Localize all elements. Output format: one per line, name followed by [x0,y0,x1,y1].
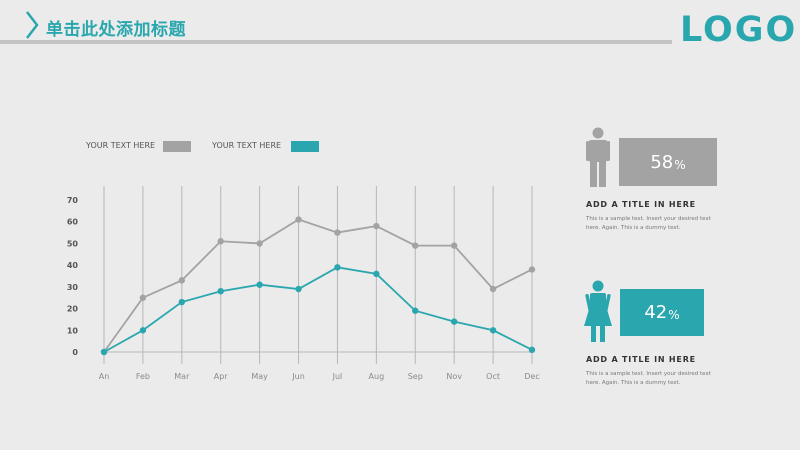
data-point-series-2 [100,348,108,356]
female-person-icon [584,280,612,342]
y-tick-label: 0 [72,348,78,357]
data-point-series-1 [178,277,186,284]
x-tick-label: May [251,372,268,381]
x-tick-label: Mar [174,372,190,381]
data-point-series-1 [412,242,419,249]
stat-desc-female[interactable]: This is a sample text. Insert your desir… [586,371,711,386]
legend-swatch-series-1 [163,141,191,152]
legend-label-series-1: YOUR TEXT HERE [86,141,156,150]
y-tick-label: 40 [67,261,79,270]
series-line-1 [103,218,533,353]
data-point-series-2 [139,327,147,334]
y-tick-label: 50 [67,239,79,248]
data-point-series-2 [295,285,302,293]
legend-label-series-2: YOUR TEXT HERE [212,141,282,150]
data-point-series-2 [412,307,419,314]
x-tick-label: An [99,372,110,381]
logo: LOGO [680,10,798,50]
data-point-series-2 [334,264,341,271]
x-tick-label: Jun [291,372,305,381]
y-tick-label: 60 [67,218,79,227]
x-tick-label: Dec [524,372,539,381]
data-point-series-2 [178,298,186,306]
percent-sign: % [674,157,686,172]
data-point-series-1 [373,222,380,230]
x-tick-label: Apr [214,372,229,381]
stat-title-female[interactable]: ADD A TITLE IN HERE [586,355,696,364]
data-point-series-1 [295,216,302,223]
data-point-series-1 [139,294,147,301]
stat-box-male: 58% [619,138,717,186]
data-point-series-2 [450,318,458,325]
stat-value-female: 42 [644,302,668,323]
percent-sign: % [668,308,680,322]
data-point-series-1 [334,229,341,236]
male-person-icon [586,127,610,187]
data-point-series-2 [256,281,263,288]
data-point-series-2 [528,346,536,354]
data-point-series-2 [373,270,380,278]
data-point-series-1 [256,240,263,247]
x-tick-label: Aug [369,372,385,381]
x-tick-label: Jul [332,372,343,381]
x-tick-label: Nov [446,372,462,381]
x-tick-label: Sep [408,372,423,381]
data-point-series-1 [450,242,458,249]
y-tick-label: 10 [67,326,79,335]
data-point-series-2 [217,288,224,295]
y-tick-label: 20 [67,305,79,314]
data-point-series-2 [489,327,497,334]
x-tick-label: Feb [136,372,150,381]
x-tick-label: Oct [486,372,500,381]
stat-value-male: 58 [650,151,674,173]
header-divider [0,40,672,44]
stat-title-male[interactable]: ADD A TITLE IN HERE [586,200,696,209]
stat-box-female: 42% [620,289,704,336]
legend-swatch-series-2 [291,141,319,152]
data-point-series-1 [489,285,497,293]
data-point-series-1 [217,238,224,245]
y-tick-label: 70 [67,196,79,205]
stat-desc-male[interactable]: This is a sample text. Insert your desir… [586,216,711,231]
y-tick-label: 30 [67,283,79,292]
chevron-right-icon [26,11,39,39]
page-title[interactable]: 单击此处添加标题 [46,20,186,40]
data-point-series-1 [528,266,536,273]
series-line-2 [103,266,533,353]
